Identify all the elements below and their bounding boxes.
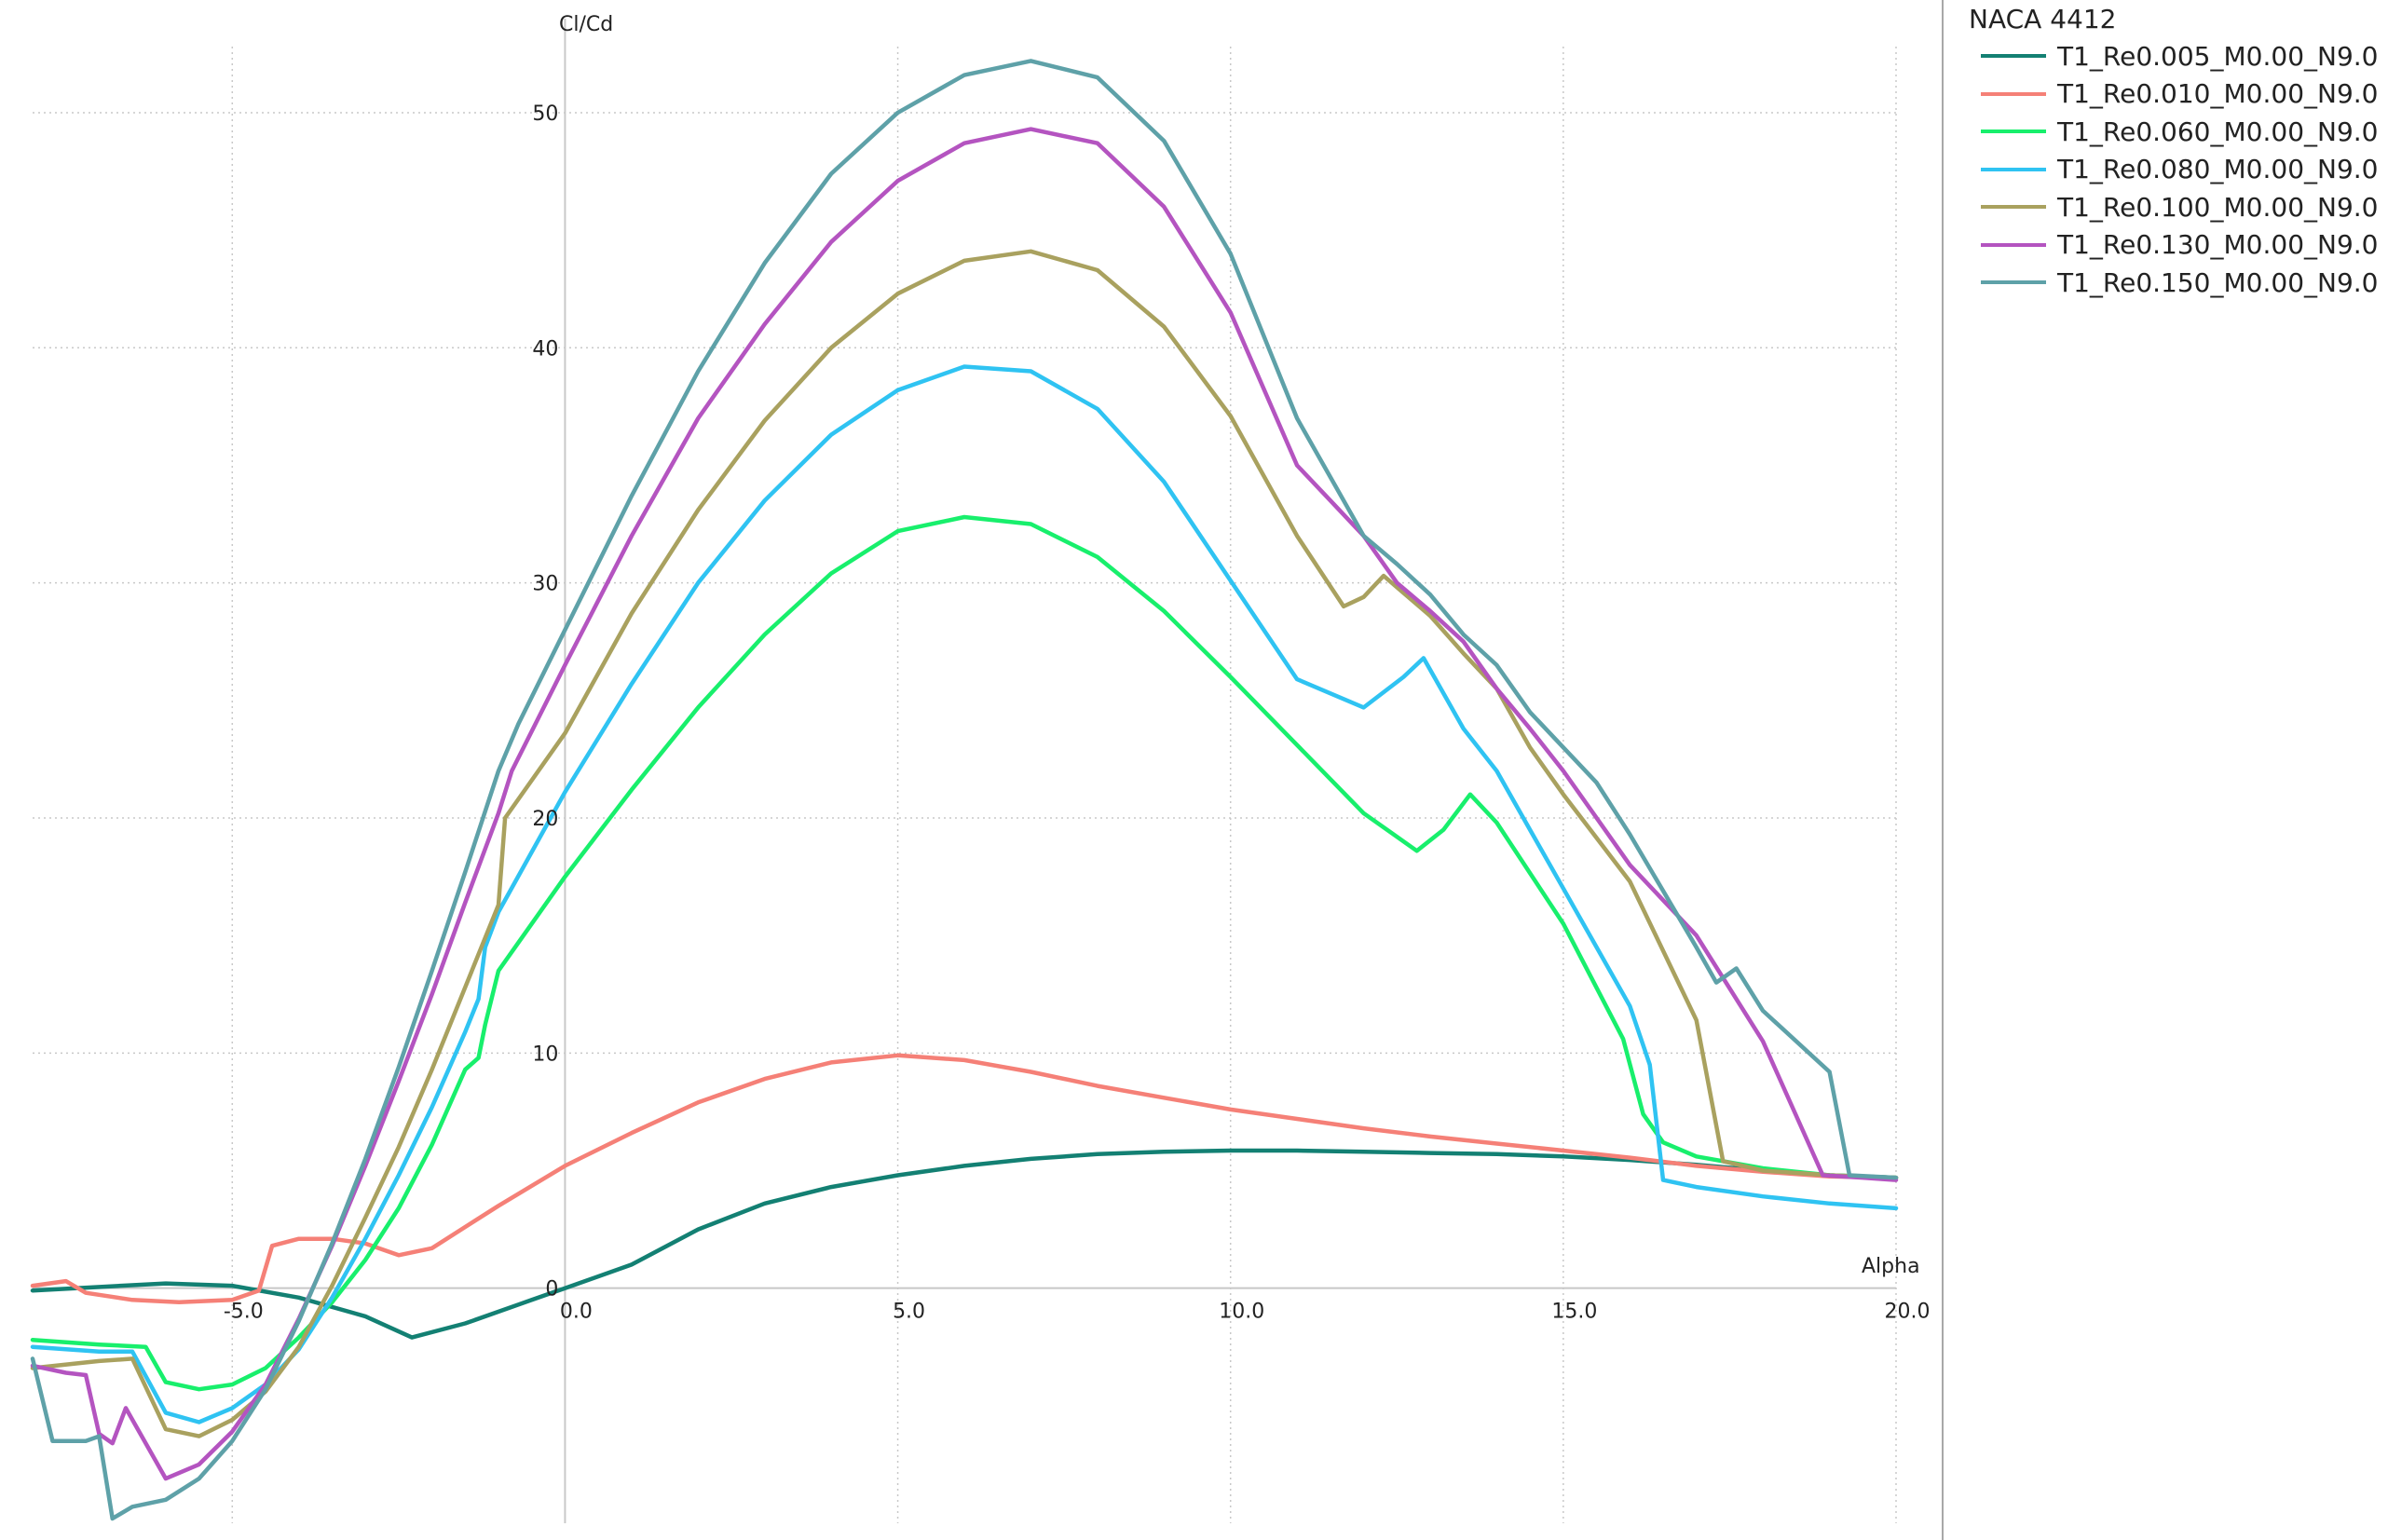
series-line <box>30 1053 1899 1305</box>
y-axis-label: Cl/Cd <box>559 13 613 36</box>
series-line <box>30 59 1899 1521</box>
legend-swatch <box>1981 167 2046 171</box>
legend-label: T1_Re0.150_M0.00_N9.0 <box>2057 266 2379 298</box>
tick-labels: -5.0 0.0 5.0 10.0 15.0 20.0 0 10 20 30 40 50 <box>224 102 1931 1324</box>
series-layer <box>30 59 1899 1521</box>
x-tick-label: 15.0 <box>1551 1301 1597 1324</box>
legend-label: T1_Re0.080_M0.00_N9.0 <box>2057 154 2379 184</box>
legend-swatch <box>1981 205 2046 209</box>
y-tick-label: 40 <box>532 337 558 361</box>
legend-label: T1_Re0.130_M0.00_N9.0 <box>2057 229 2379 260</box>
x-tick-label: 20.0 <box>1885 1301 1931 1324</box>
legend: NACA 4412 T1_Re0.005_M0.00_N9.0 T1_Re0.01… <box>1942 0 2388 1540</box>
x-tick-label: 10.0 <box>1219 1301 1264 1324</box>
legend-swatch <box>1981 91 2046 96</box>
legend-item: T1_Re0.060_M0.00_N9.0 <box>1981 113 2378 150</box>
series-line <box>30 364 1899 1424</box>
y-tick-label: 30 <box>532 573 558 596</box>
legend-label: T1_Re0.005_M0.00_N9.0 <box>2057 40 2379 72</box>
legend-item: T1_Re0.080_M0.00_N9.0 <box>1981 151 2378 188</box>
y-tick-label: 20 <box>532 808 558 831</box>
series-line <box>30 127 1899 1481</box>
x-axis-label: Alpha <box>1862 1255 1920 1278</box>
legend-title: NACA 4412 <box>1969 4 2117 34</box>
legend-swatch <box>1981 129 2046 133</box>
legend-item: T1_Re0.100_M0.00_N9.0 <box>1981 188 2378 225</box>
y-tick-label: 50 <box>532 102 558 126</box>
legend-item: T1_Re0.010_M0.00_N9.0 <box>1981 75 2378 113</box>
series-line <box>30 514 1899 1392</box>
legend-label: T1_Re0.060_M0.00_N9.0 <box>2057 116 2379 147</box>
legend-item: T1_Re0.150_M0.00_N9.0 <box>1981 264 2378 301</box>
series-line <box>30 249 1899 1438</box>
legend-label: T1_Re0.100_M0.00_N9.0 <box>2057 191 2379 223</box>
legend-swatch <box>1981 280 2046 284</box>
legend-swatch <box>1981 54 2046 58</box>
legend-item: T1_Re0.005_M0.00_N9.0 <box>1981 37 2378 75</box>
y-tick-label: 10 <box>532 1043 558 1066</box>
axes <box>33 19 1896 1523</box>
series-line <box>30 1148 1899 1340</box>
x-tick-label: -5.0 <box>224 1301 264 1324</box>
x-tick-label: 5.0 <box>893 1301 925 1324</box>
y-tick-label: 0 <box>545 1278 558 1302</box>
legend-swatch <box>1981 242 2046 247</box>
legend-item: T1_Re0.130_M0.00_N9.0 <box>1981 226 2378 264</box>
x-tick-label: 0.0 <box>560 1301 593 1324</box>
legend-label: T1_Re0.010_M0.00_N9.0 <box>2057 78 2379 109</box>
